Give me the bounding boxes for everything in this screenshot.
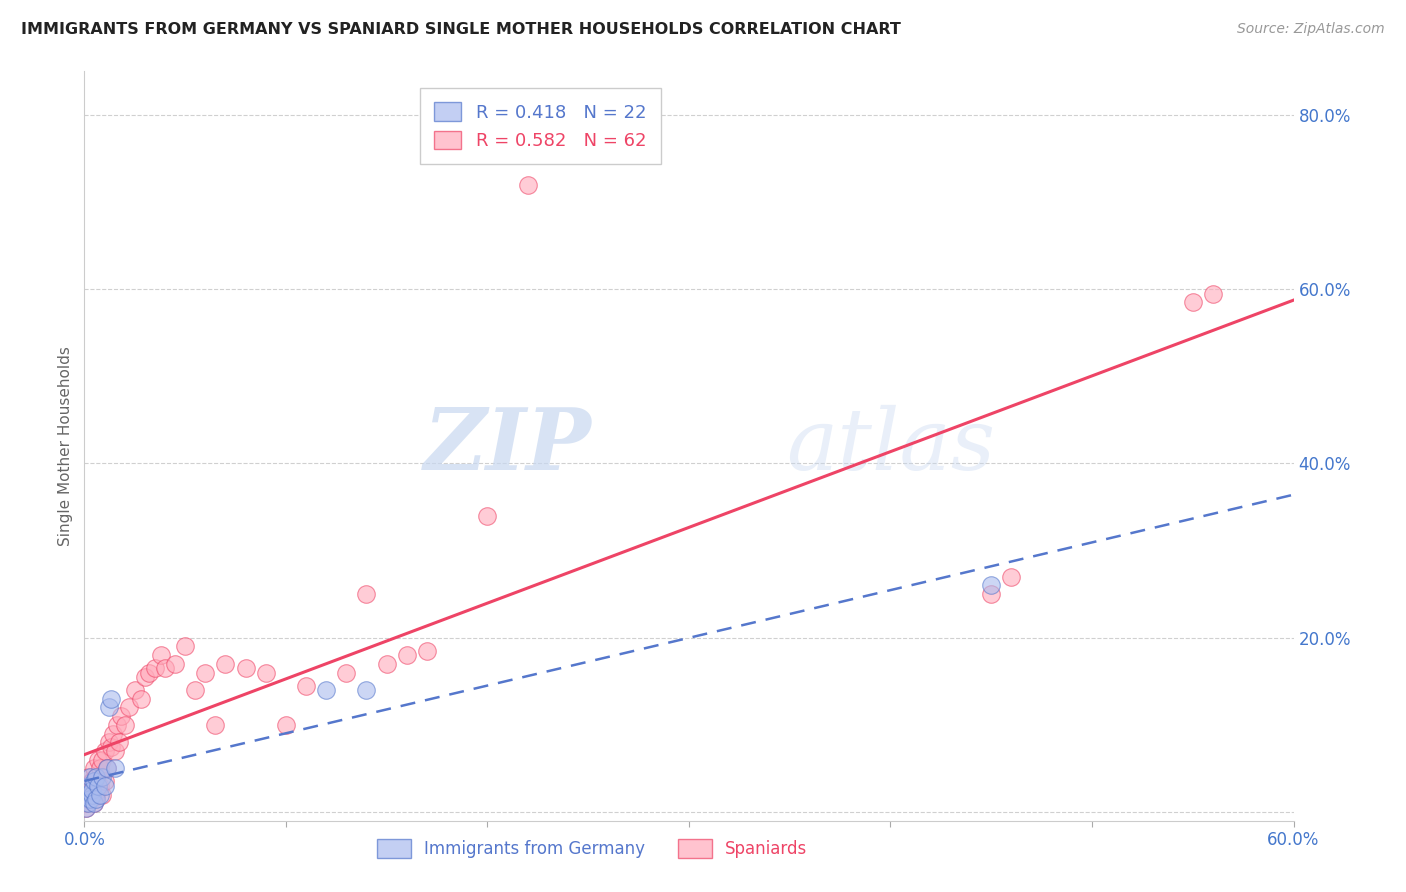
Point <box>86 792 108 806</box>
Point <box>75 779 97 793</box>
Point <box>77 796 100 810</box>
Point <box>356 682 378 697</box>
Point <box>77 783 100 797</box>
Point <box>118 700 141 714</box>
Point <box>82 788 104 802</box>
Y-axis label: Single Mother Households: Single Mother Households <box>58 346 73 546</box>
Point <box>93 744 115 758</box>
Point <box>416 644 439 658</box>
Point <box>194 665 217 680</box>
Point <box>77 779 100 793</box>
Point <box>184 682 207 697</box>
Point <box>75 800 97 814</box>
Point <box>75 796 97 810</box>
Text: IMMIGRANTS FROM GERMANY VS SPANIARD SINGLE MOTHER HOUSEHOLDS CORRELATION CHART: IMMIGRANTS FROM GERMANY VS SPANIARD SING… <box>21 22 901 37</box>
Point <box>83 796 105 810</box>
Point <box>101 726 124 740</box>
Point <box>82 774 104 789</box>
Point <box>87 783 110 797</box>
Point <box>100 691 122 706</box>
Legend: Immigrants from Germany, Spaniards: Immigrants from Germany, Spaniards <box>371 832 814 864</box>
Point <box>79 792 101 806</box>
Point <box>86 770 108 784</box>
Point <box>91 770 114 784</box>
Text: ZIP: ZIP <box>425 404 592 488</box>
Point <box>204 718 226 732</box>
Point <box>91 788 114 802</box>
Point <box>165 657 187 671</box>
Point <box>254 665 277 680</box>
Point <box>77 770 100 784</box>
Point <box>83 779 105 793</box>
Point <box>356 587 378 601</box>
Point <box>83 796 105 810</box>
Point <box>114 718 136 732</box>
Point <box>75 788 97 802</box>
Point <box>980 578 1002 592</box>
Point <box>235 661 257 675</box>
Point <box>89 788 111 802</box>
Point <box>129 691 152 706</box>
Point <box>82 783 104 797</box>
Point <box>97 700 120 714</box>
Point <box>295 679 318 693</box>
Point <box>79 788 101 802</box>
Point <box>93 774 115 789</box>
Point <box>214 657 236 671</box>
Text: atlas: atlas <box>786 405 995 487</box>
Point <box>149 648 172 662</box>
Point <box>138 665 160 680</box>
Point <box>86 788 108 802</box>
Point <box>96 761 118 775</box>
Point <box>107 735 129 749</box>
Point <box>93 779 115 793</box>
Point <box>134 670 156 684</box>
Point <box>96 761 118 775</box>
Text: Source: ZipAtlas.com: Source: ZipAtlas.com <box>1237 22 1385 37</box>
Point <box>87 779 110 793</box>
Point <box>395 648 418 662</box>
Point <box>82 792 104 806</box>
Point <box>335 665 357 680</box>
Point <box>1181 295 1204 310</box>
Point <box>980 587 1002 601</box>
Point <box>143 661 166 675</box>
Point <box>75 788 97 802</box>
Point <box>83 761 105 775</box>
Point <box>105 718 128 732</box>
Point <box>516 178 538 192</box>
Point <box>315 682 337 697</box>
Point <box>174 640 197 654</box>
Point <box>104 744 127 758</box>
Point <box>100 739 122 754</box>
Point <box>375 657 398 671</box>
Point <box>110 709 132 723</box>
Point <box>1000 570 1022 584</box>
Point <box>91 753 114 767</box>
Point <box>124 682 146 697</box>
Point <box>77 792 100 806</box>
Point <box>86 770 108 784</box>
Point <box>89 761 111 775</box>
Point <box>1202 286 1225 301</box>
Point <box>89 779 111 793</box>
Point <box>87 753 110 767</box>
Point <box>97 735 120 749</box>
Point <box>79 770 101 784</box>
Point <box>274 718 297 732</box>
Point <box>153 661 176 675</box>
Point <box>75 800 97 814</box>
Point <box>83 774 105 789</box>
Point <box>477 508 499 523</box>
Point <box>79 779 101 793</box>
Point <box>104 761 127 775</box>
